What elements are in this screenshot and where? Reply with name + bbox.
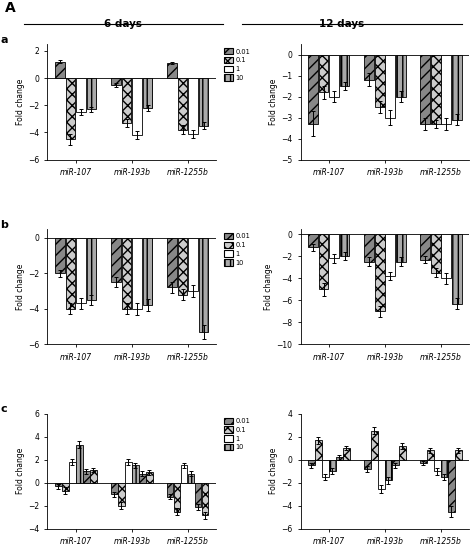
Bar	[65, 237, 75, 309]
Text: 6 days: 6 days	[104, 19, 142, 29]
Bar	[178, 237, 187, 295]
Bar	[76, 445, 82, 483]
Bar	[132, 237, 142, 309]
Bar	[364, 234, 374, 262]
Bar	[76, 237, 86, 304]
Bar	[195, 483, 201, 507]
Bar	[441, 55, 451, 124]
Bar	[431, 234, 440, 273]
Bar	[452, 55, 462, 120]
Bar	[427, 451, 434, 460]
Bar	[396, 234, 406, 262]
Bar	[434, 460, 441, 471]
Bar	[452, 234, 462, 304]
Bar	[174, 483, 181, 512]
Bar	[118, 483, 125, 506]
Bar	[125, 462, 131, 483]
Bar	[308, 234, 318, 247]
Y-axis label: Fold change: Fold change	[269, 448, 278, 494]
Bar	[199, 78, 209, 126]
Y-axis label: Fold change: Fold change	[16, 79, 25, 125]
Legend: 0.01, 0.1, 1, 10: 0.01, 0.1, 1, 10	[223, 232, 251, 266]
Bar	[420, 234, 430, 260]
Bar	[364, 55, 374, 80]
Bar	[65, 78, 75, 139]
Bar	[385, 55, 395, 117]
Y-axis label: Fold change: Fold change	[16, 448, 25, 494]
Bar	[76, 78, 86, 112]
Bar	[322, 460, 328, 477]
Bar	[308, 460, 315, 466]
Bar	[343, 448, 350, 460]
Bar	[319, 234, 328, 289]
Text: a: a	[0, 35, 8, 45]
Bar	[55, 483, 62, 486]
Bar	[385, 234, 395, 276]
Bar	[111, 78, 121, 85]
Bar	[308, 55, 318, 124]
Bar	[167, 237, 177, 288]
Bar	[55, 237, 65, 273]
Bar	[392, 460, 399, 466]
Bar	[399, 446, 406, 460]
Bar	[315, 440, 322, 460]
Bar	[455, 451, 462, 460]
Bar	[188, 237, 198, 291]
Bar	[178, 78, 187, 129]
Bar	[132, 466, 138, 483]
Bar	[188, 473, 194, 483]
Bar	[340, 234, 349, 256]
Bar	[143, 78, 153, 108]
Bar	[122, 78, 131, 123]
Y-axis label: Fold change: Fold change	[16, 263, 25, 310]
Bar	[319, 55, 328, 93]
Text: 12 days: 12 days	[319, 19, 364, 29]
Bar	[371, 431, 378, 460]
Bar	[87, 237, 96, 300]
Bar	[188, 78, 198, 134]
Bar	[167, 63, 177, 78]
Bar	[441, 234, 451, 278]
Bar	[139, 473, 146, 483]
Bar	[111, 483, 118, 494]
Bar	[62, 483, 69, 491]
Bar	[336, 457, 343, 460]
Bar	[132, 78, 142, 135]
Bar	[385, 460, 392, 480]
Bar	[202, 483, 209, 515]
Y-axis label: Fold change: Fold change	[264, 263, 273, 310]
Bar	[146, 472, 153, 483]
Bar	[329, 234, 339, 258]
Text: c: c	[0, 404, 7, 414]
Bar	[199, 237, 209, 332]
Bar	[420, 460, 427, 463]
Bar	[375, 234, 384, 311]
Bar	[122, 237, 131, 309]
Bar	[329, 55, 339, 96]
Bar	[364, 460, 371, 469]
Bar	[441, 460, 447, 477]
Bar	[69, 462, 75, 483]
Bar	[340, 55, 349, 86]
Bar	[396, 55, 406, 96]
Bar	[329, 460, 336, 471]
Bar	[143, 237, 153, 305]
Text: A: A	[5, 1, 16, 15]
Bar	[181, 466, 188, 483]
Y-axis label: Fold change: Fold change	[269, 79, 278, 125]
Bar	[90, 470, 97, 483]
Bar	[448, 460, 455, 512]
Bar	[431, 55, 440, 124]
Bar	[111, 237, 121, 282]
Legend: 0.01, 0.1, 1, 10: 0.01, 0.1, 1, 10	[223, 417, 251, 451]
Bar	[83, 471, 90, 483]
Bar	[420, 55, 430, 124]
Bar	[87, 78, 96, 109]
Bar	[375, 55, 384, 107]
Text: b: b	[0, 219, 8, 230]
Bar	[378, 460, 384, 489]
Bar	[55, 62, 65, 78]
Legend: 0.01, 0.1, 1, 10: 0.01, 0.1, 1, 10	[223, 47, 251, 82]
Bar	[167, 483, 173, 496]
